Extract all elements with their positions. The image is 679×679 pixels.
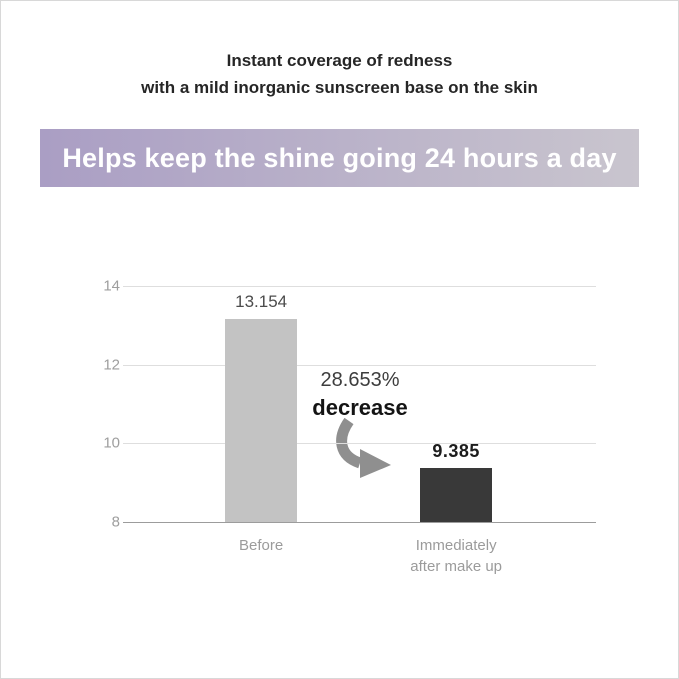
y-tick-label: 14 [103,277,120,295]
bar-before [225,319,298,522]
x-category-label: Before [239,537,284,554]
x-axis-line [123,522,596,523]
bar-chart: 28.653% decrease 8 10 12 14 13.154 Before 9.38… [103,278,596,575]
curved-arrow-icon [336,418,391,478]
header-line-1: Instant coverage of redness [226,51,453,70]
y-tick-label: 8 [111,513,120,531]
y-tick-label: 10 [103,434,120,452]
x-category-label: Immediately after make up [410,537,503,575]
bar-after-makeup [420,467,493,522]
gridline [123,364,596,366]
decrease-annotation: 28.653% decrease [285,369,435,421]
bar-value-label: 13.154 [235,292,288,312]
header-text: Instant coverage of redness with a mild … [1,1,678,101]
bar-value-label: 9.385 [432,440,480,461]
y-tick-label: 12 [103,356,120,374]
gridline [123,443,596,445]
gridline [123,286,596,287]
header-line-2: with a mild inorganic sunscreen base on … [141,78,538,97]
decrease-label: decrease [312,395,408,420]
decrease-percent: 28.653% [320,369,400,391]
highlight-banner: Helps keep the shine going 24 hours a da… [40,129,639,187]
